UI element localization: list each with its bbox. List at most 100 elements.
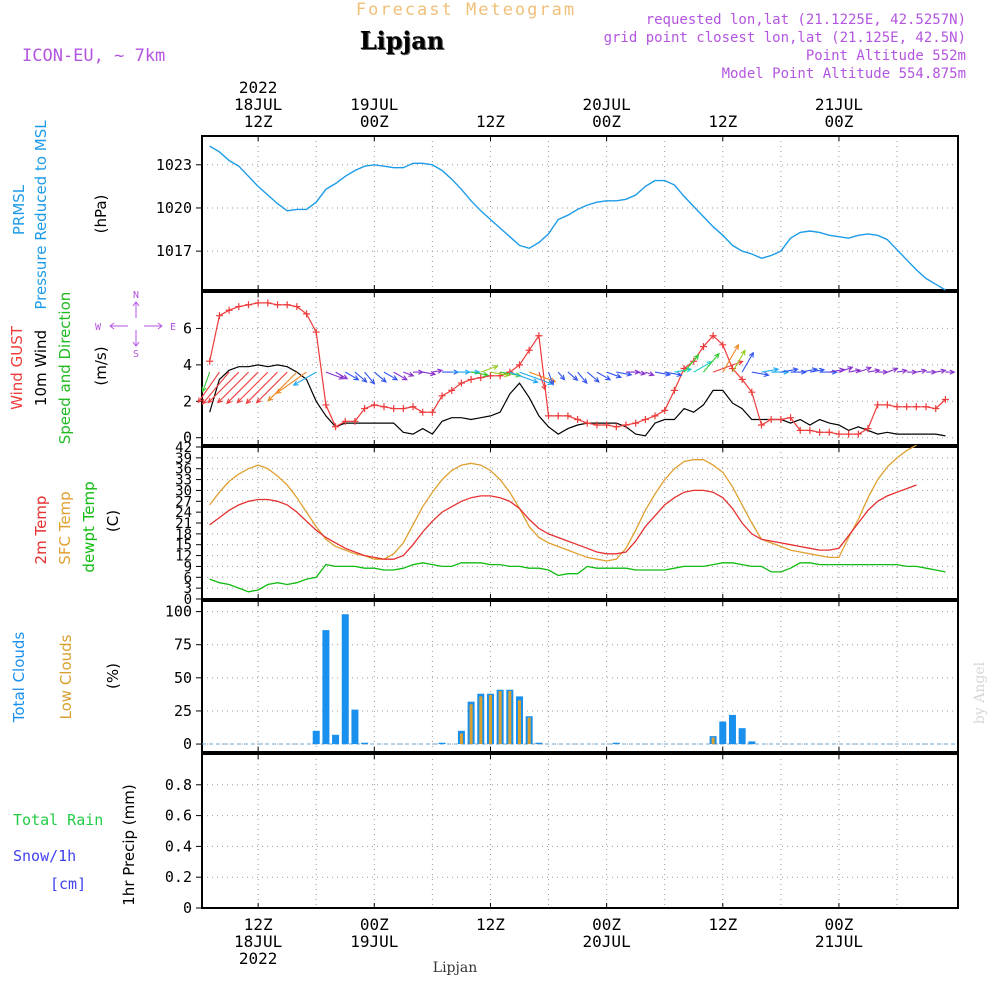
low-clouds-bar — [498, 691, 502, 745]
low-clouds-bar — [469, 704, 473, 745]
wind-direction-arrow — [567, 371, 579, 382]
y-tick-label: 33 — [175, 473, 192, 489]
y-tick-label: 0.8 — [165, 776, 192, 794]
time-label-bottom: 21JUL — [815, 932, 863, 951]
gust-marker — [467, 375, 475, 383]
y-tick-label: 30 — [175, 483, 192, 499]
gust-marker — [932, 405, 940, 413]
wind-direction-arrow — [945, 369, 956, 375]
wind-direction-arrow — [373, 371, 387, 383]
wind-direction-arrow — [926, 369, 938, 375]
y-tick-label: 0.4 — [165, 837, 192, 855]
y-tick-label: 27 — [175, 494, 192, 510]
wind-direction-arrow — [751, 371, 770, 378]
gust-marker — [777, 416, 785, 423]
gust-marker — [593, 421, 601, 429]
gust-marker — [322, 401, 330, 409]
watermark: by Angel — [972, 661, 988, 724]
wind-unit: (m/s) — [92, 346, 110, 385]
wind-direction-arrow — [577, 371, 588, 385]
total-clouds-bar — [748, 741, 756, 745]
wind-direction-arrow — [935, 368, 947, 374]
gust-marker — [622, 421, 630, 429]
requested-point: requested lon,lat (21.1225E, 42.5257N) — [646, 12, 966, 28]
total-clouds-bar — [351, 709, 359, 745]
gust-marker — [796, 426, 804, 434]
gust-marker — [757, 421, 765, 429]
wind-direction-arrow — [741, 351, 754, 373]
wind-direction-arrow — [471, 371, 490, 378]
y-tick-label: 15 — [175, 538, 192, 554]
low-clouds-bar — [459, 733, 463, 745]
wind-direction-arrow — [226, 371, 259, 405]
wind-direction-arrow — [790, 369, 807, 375]
clouds-unit: (%) — [104, 663, 122, 689]
time-label-top: 00Z — [360, 112, 389, 131]
gust-marker — [767, 416, 775, 423]
wind-direction-arrow — [383, 371, 399, 381]
wind-direction-arrow — [292, 371, 317, 386]
wind-direction-arrow — [403, 371, 415, 377]
gust-marker — [719, 341, 727, 349]
gust-marker — [845, 430, 853, 438]
y-tick-label: 75 — [174, 636, 192, 654]
wind-direction-arrow — [635, 370, 647, 376]
y-tick-label: 36 — [175, 462, 192, 478]
gust-marker — [535, 332, 543, 340]
gust-marker — [351, 417, 359, 425]
y-tick-label: 1017 — [156, 242, 192, 260]
wind-direction-arrow — [702, 352, 720, 373]
wind-direction-arrow — [780, 367, 799, 373]
y-tick-label: 0 — [184, 592, 192, 608]
wind-direction-arrow — [547, 371, 555, 386]
model-label: ICON-EU, ~ 7km — [22, 46, 165, 66]
gust-marker — [274, 301, 282, 309]
time-label-top: 12Z — [244, 112, 273, 131]
low-clouds-bar — [479, 696, 483, 745]
gust-marker — [603, 421, 611, 429]
total-clouds-bar — [341, 614, 349, 745]
y-tick-label: 1020 — [156, 199, 192, 217]
low-clouds-label: Low Clouds — [57, 634, 75, 719]
gust-marker — [874, 401, 882, 409]
snow-label: Snow/1h — [13, 847, 76, 865]
y-tick-label: 9 — [184, 559, 192, 575]
clouds-panel: 0 25 50 75 100 — [165, 600, 959, 753]
wind-direction-arrow — [538, 371, 547, 391]
grid-point: grid point closest lon,lat (21.125E, 42.… — [604, 30, 966, 46]
time-label-bottom: 2022 — [239, 949, 278, 968]
wind-direction-arrow — [364, 371, 376, 385]
panel-frame — [201, 291, 959, 446]
y-tick-label: 39 — [175, 451, 192, 467]
gust-marker — [399, 405, 407, 413]
wind-direction-arrow — [461, 369, 481, 375]
y-tick-label: 21 — [175, 516, 192, 532]
sfc-temp-series — [209, 444, 917, 562]
t2m-label: 2m Temp — [32, 496, 50, 565]
time-label-top: 19JUL — [350, 95, 398, 114]
gust-marker — [641, 416, 649, 423]
time-label-bottom: 00Z — [592, 915, 621, 934]
y-tick-label: 6 — [184, 570, 192, 586]
wind-direction-arrow — [732, 349, 746, 373]
wind-direction-arrow — [722, 343, 740, 373]
gust-marker — [670, 386, 678, 394]
low-clouds-bar — [711, 737, 715, 745]
gust-marker — [787, 414, 795, 422]
wind-direction-arrow — [413, 369, 425, 375]
total-clouds-bar — [535, 742, 543, 745]
total-clouds-bar — [322, 630, 330, 745]
gust-marker — [525, 346, 533, 354]
pressure-series — [209, 145, 946, 291]
gust-marker — [574, 416, 582, 423]
gust-marker — [438, 392, 446, 400]
gust-marker — [806, 426, 814, 434]
gust-marker — [428, 408, 436, 416]
gust-marker — [303, 310, 311, 318]
pressure-label-1: PRMSL — [10, 184, 28, 235]
panel-frame — [201, 600, 959, 753]
y-tick-label: 0.2 — [165, 868, 192, 886]
gust-marker — [554, 412, 562, 420]
